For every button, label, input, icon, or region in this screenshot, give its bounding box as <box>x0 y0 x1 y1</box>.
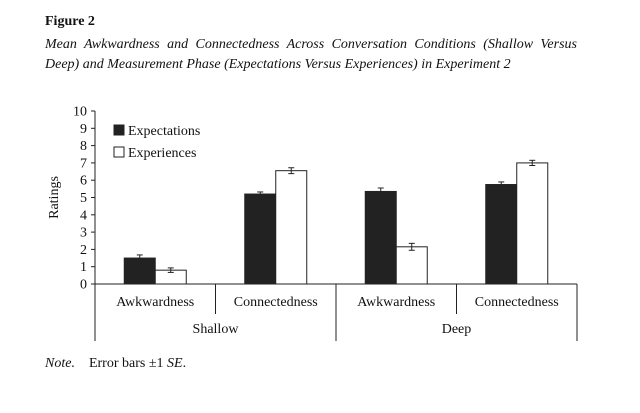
legend-swatch-experiences <box>113 146 125 158</box>
y-tick-label: 10 <box>73 105 87 120</box>
y-tick-label: 3 <box>80 226 87 241</box>
y-tick-label: 1 <box>80 260 87 275</box>
legend-label: Experiences <box>128 146 196 161</box>
figure-note: Note. Error bars ±1 SE. <box>45 356 186 372</box>
category-label: Connectedness <box>234 295 318 310</box>
category-label: Awkwardness <box>116 295 194 310</box>
figure-label: Figure 2 <box>45 14 95 29</box>
category-label: Connectedness <box>475 295 559 310</box>
figure-title: Mean Awkwardness and Connectedness Acros… <box>45 37 577 72</box>
y-tick-label: 4 <box>80 208 87 223</box>
legend-label: Expectations <box>128 124 200 139</box>
category-label: Awkwardness <box>357 295 435 310</box>
legend-swatch-expectations <box>113 124 125 136</box>
y-tick-label: 7 <box>80 156 87 171</box>
group-label: Shallow <box>193 322 240 337</box>
bar-expectations <box>244 193 277 285</box>
note-se: SE <box>167 356 183 371</box>
bar-expectations <box>485 184 518 285</box>
y-tick-label: 0 <box>80 278 87 293</box>
y-axis-label: Ratings <box>47 176 62 219</box>
chart-legend: Expectations Experiences <box>113 124 200 161</box>
y-tick-label: 2 <box>80 243 87 258</box>
bar-experiences <box>395 246 428 285</box>
bar-expectations <box>123 257 156 285</box>
chart-labels: 0 1 2 3 4 5 6 7 8 9 10 Ratings Awkwardness Connectedn… <box>47 105 559 338</box>
y-tick-label: 5 <box>80 191 87 206</box>
chart-bars <box>123 159 549 285</box>
note-label: Note. <box>45 356 75 371</box>
note-text: Error bars ±1 <box>88 356 167 371</box>
group-label: Deep <box>442 322 472 337</box>
y-tick-label: 6 <box>80 174 87 189</box>
bar-experiences <box>516 162 549 285</box>
bar-expectations <box>364 190 397 285</box>
y-tick-label: 9 <box>80 122 87 137</box>
y-tick-label: 8 <box>80 139 87 154</box>
note-end: . <box>182 356 187 371</box>
bar-experiences <box>275 170 308 285</box>
